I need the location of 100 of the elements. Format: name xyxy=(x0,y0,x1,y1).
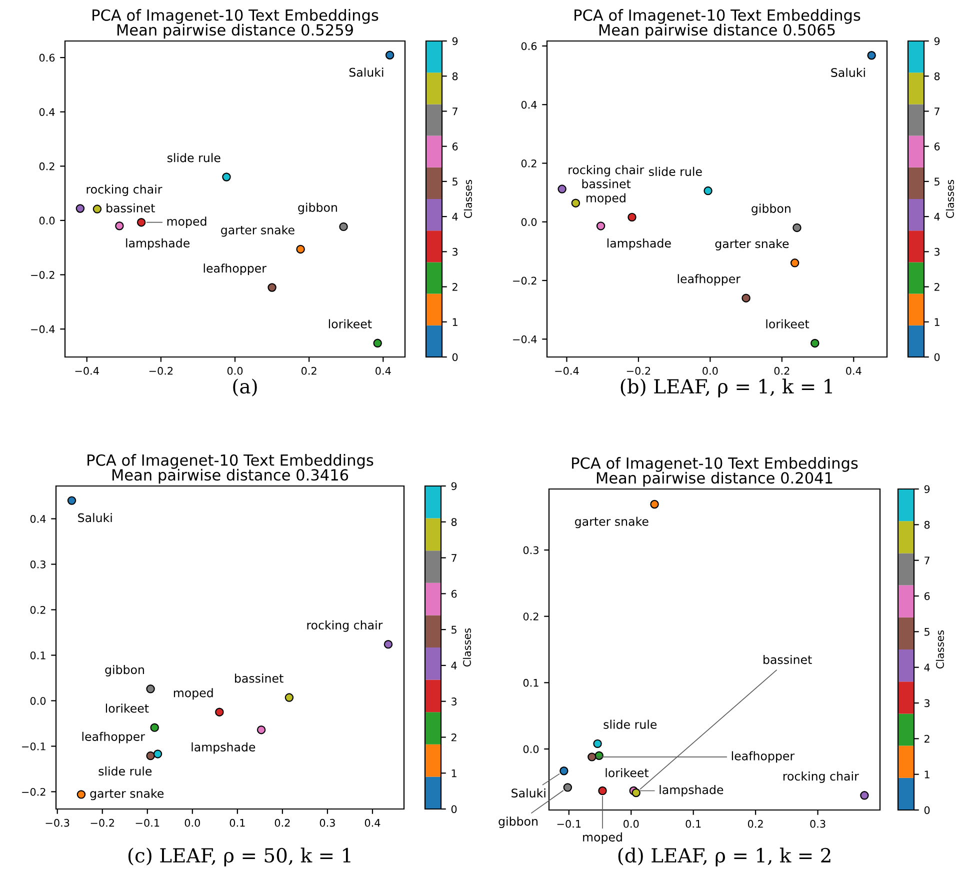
color-bar-label: 6 xyxy=(451,590,457,598)
x-tick-label: 0.0 xyxy=(702,366,718,375)
color-bar-label: 0 xyxy=(451,805,457,814)
x-tick-label: 0.3 xyxy=(810,820,826,828)
annotation: garter snake xyxy=(221,225,294,237)
y-tick-label: −0.2 xyxy=(22,788,46,796)
annotation: garter snake xyxy=(90,788,164,800)
color-bar-label: 1 xyxy=(934,318,940,326)
color-bar-label: 3 xyxy=(452,248,458,256)
x-tick-label: 0.2 xyxy=(748,820,763,828)
x-tick-label: −0.2 xyxy=(90,818,114,827)
annotation: rocking chair xyxy=(568,165,644,177)
color-bar-label: 4 xyxy=(452,212,458,221)
color-bar-label: 4 xyxy=(924,664,930,672)
annotation: bassinet xyxy=(764,654,812,664)
x-tick-label: −0.1 xyxy=(557,820,581,828)
color-bar-label: 5 xyxy=(924,628,930,636)
chart-title: PCA of Imagenet-10 Text Embeddings Mean pairwise distance 0.5259 xyxy=(92,9,378,39)
annotation: lampshade xyxy=(660,785,724,796)
color-bar-label: 6 xyxy=(452,142,458,150)
color-bar-label: 8 xyxy=(451,518,457,526)
x-tick-label: −0.4 xyxy=(555,366,579,375)
x-tick-label: −0.4 xyxy=(75,366,99,375)
annotation: lorikeet xyxy=(606,768,649,778)
annotation: gibbon xyxy=(105,664,144,676)
annotation: gibbon xyxy=(298,202,337,214)
y-tick-label: 0.1 xyxy=(523,678,538,687)
color-bar-label: 2 xyxy=(452,283,458,291)
annotation: lorikeet xyxy=(106,704,149,713)
color-bar-label: 3 xyxy=(934,248,940,256)
y-tick-label: −0.1 xyxy=(22,742,46,750)
color-bar-label: 1 xyxy=(924,770,930,778)
y-tick-label: 0.0 xyxy=(30,696,46,705)
x-tick-label: 0.1 xyxy=(686,820,701,828)
y-tick-label: 0.0 xyxy=(39,216,55,225)
x-tick-label: −0.2 xyxy=(149,366,173,375)
text: (c) LEAF, ρ = 50, k = 1 xyxy=(128,848,350,866)
color-bar-label: 6 xyxy=(934,142,940,150)
color-bar-title: Classes xyxy=(946,180,954,218)
text: (d) LEAF, ρ = 1, k = 2 xyxy=(618,848,830,866)
y-tick-label: −0.2 xyxy=(31,270,54,279)
x-tick-label: 0.3 xyxy=(320,818,335,827)
annotation: lampshade xyxy=(126,238,190,250)
color-bar-label: 5 xyxy=(934,178,940,186)
annotation: lampshade xyxy=(607,238,671,250)
y-tick-label: 0.2 xyxy=(39,162,54,170)
y-tick-label: −0.2 xyxy=(513,276,536,285)
annotation: Saluki xyxy=(78,513,112,522)
annotation: rocking chair xyxy=(86,184,162,196)
chart-title: PCA of Imagenet-10 Text Embeddings Mean pairwise distance 0.5065 xyxy=(574,9,860,39)
color-bar-label: 2 xyxy=(924,734,930,743)
x-tick-label: 0.2 xyxy=(774,366,790,375)
annotation: leafhopper xyxy=(732,751,795,763)
x-tick-label: 0.2 xyxy=(301,366,316,375)
y-tick-label: 0.6 xyxy=(39,54,55,62)
annotation: slide rule xyxy=(167,153,220,162)
x-tick-label: 0.0 xyxy=(624,820,639,828)
annotation: moped xyxy=(586,193,626,205)
x-tick-label: 0.4 xyxy=(364,818,380,827)
y-tick-label: 0.4 xyxy=(30,514,46,523)
x-tick-label: 0.0 xyxy=(184,818,200,827)
annotation: moped xyxy=(583,832,622,844)
annotation: bassinet xyxy=(106,203,155,212)
y-tick-label: 0.4 xyxy=(521,100,537,109)
annotation: moped xyxy=(174,688,213,700)
color-bar-title: Classes xyxy=(462,628,471,667)
annotation: Saluki xyxy=(831,68,865,77)
color-bar-label: 0 xyxy=(924,806,930,814)
chart-title: PCA of Imagenet-10 Text Embeddings Mean pairwise distance 0.3416 xyxy=(88,454,374,484)
y-tick-label: −0.4 xyxy=(31,325,55,334)
color-bar-label: 9 xyxy=(924,485,930,494)
text: (a) xyxy=(233,378,257,396)
annotation: slide rule xyxy=(604,720,657,729)
annotation: leafhopper xyxy=(204,264,266,275)
text: (b) LEAF, ρ = 1, k = 1 xyxy=(620,378,832,398)
y-tick-label: 0.4 xyxy=(39,108,55,116)
y-tick-label: 0.6 xyxy=(521,42,537,50)
color-bar-label: 7 xyxy=(924,556,930,564)
y-tick-label: 0.2 xyxy=(30,606,46,614)
annotation: lorikeet xyxy=(328,319,372,328)
y-tick-label: 0.3 xyxy=(30,560,46,568)
annotation: garter snake xyxy=(715,238,789,250)
color-bar-label: 2 xyxy=(934,283,940,291)
color-bar-label: 8 xyxy=(934,72,940,80)
x-tick-label: 0.4 xyxy=(376,366,391,375)
y-tick-label: 0.2 xyxy=(521,159,536,168)
color-bar-label: 5 xyxy=(452,178,458,186)
color-bar-label: 4 xyxy=(451,662,457,670)
annotation: gibbon xyxy=(752,204,790,216)
annotation: rocking chair xyxy=(307,620,383,632)
color-bar-label: 1 xyxy=(452,318,458,326)
color-bar-label: 7 xyxy=(452,108,458,116)
color-bar-label: 8 xyxy=(452,72,458,80)
color-bar-label: 3 xyxy=(452,698,457,706)
color-bar-label: 4 xyxy=(934,212,940,221)
color-bar-label: 0 xyxy=(452,353,458,362)
color-bar-title: Classes xyxy=(464,180,472,218)
color-bar-label: 7 xyxy=(934,108,940,116)
color-bar-label: 5 xyxy=(452,626,456,634)
annotation: slide rule xyxy=(98,766,152,776)
